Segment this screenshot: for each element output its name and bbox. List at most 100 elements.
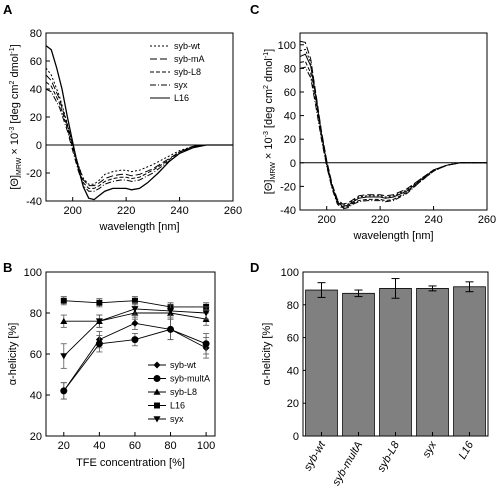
bar: [342, 292, 375, 437]
series-line: [299, 60, 487, 209]
data-point: [167, 325, 175, 333]
y-axis-label-part: dmol: [263, 58, 275, 85]
x-axis-label: wavelength [nm]: [352, 230, 433, 242]
data-point: [60, 387, 68, 395]
y-axis-label-part: 2: [9, 80, 16, 84]
data-point: [167, 308, 175, 315]
legend-marker: [153, 375, 161, 382]
y-tick-label: 60: [284, 87, 296, 99]
series-line: [299, 66, 487, 210]
data-point: [202, 310, 210, 317]
series-line: [45, 88, 233, 192]
legend-marker: [153, 388, 161, 395]
legend-label: syb-L8: [174, 67, 201, 77]
data-point: [202, 340, 210, 348]
series-line: [299, 40, 487, 205]
x-tick-label: 220: [117, 205, 135, 217]
legend-label: syb-wt: [174, 41, 201, 51]
plot-frame: [45, 271, 216, 437]
y-tick-label: -40: [26, 196, 42, 208]
y-axis-label-part: dmol: [9, 54, 21, 81]
y-tick-label: 0: [290, 158, 296, 170]
panel-b-helicity-vs-tfe: 20 40 60 80 100 20 40 60 80 100 syb-wt syb-multA syb…: [7, 267, 216, 469]
legend-label: syb-mA: [174, 54, 205, 64]
x-tick-label: 240: [424, 214, 442, 226]
x-tick-label: 200: [64, 205, 82, 217]
y-axis-label-part: [deg cm: [9, 84, 21, 126]
bar: [416, 287, 449, 437]
y-tick-label: 0: [36, 140, 42, 152]
panel-label-a: A: [3, 2, 13, 17]
series-line: [45, 45, 233, 201]
category-label: syb-L8: [375, 439, 402, 474]
panel-label-b: B: [3, 260, 12, 275]
x-tick-label: 240: [170, 205, 188, 217]
x-axis-label: TFE concentration [%]: [76, 457, 185, 469]
bar: [379, 287, 412, 437]
legend-marker: [153, 361, 161, 369]
y-tick-label: 100: [281, 267, 299, 279]
data-point: [131, 319, 139, 327]
y-tick-label: 40: [30, 84, 42, 96]
y-tick-label: 80: [287, 300, 299, 312]
y-axis-label-part: [Θ]: [9, 175, 21, 190]
panel-label-d: D: [250, 260, 259, 275]
x-tick-label: 260: [478, 214, 496, 226]
category-label: syx: [420, 439, 439, 460]
legend-label: L16: [174, 93, 189, 103]
y-tick-label: 100: [24, 267, 42, 279]
data-point: [96, 299, 103, 306]
y-tick-label: 80: [284, 63, 296, 75]
x-tick-label: 100: [197, 440, 215, 452]
y-axis-label-part: × 10: [263, 137, 275, 162]
x-tick-label: 260: [224, 205, 242, 217]
data-point: [60, 353, 68, 360]
x-tick-label: 80: [164, 440, 176, 452]
panel-d-helicity-bars: 0 20 40 60 80 100 syb-wt syb-multA syb-L8 syx L16 α…: [261, 267, 489, 488]
y-axis-label-part: -3: [263, 131, 270, 137]
y-tick-label: 20: [284, 134, 296, 146]
data-point: [60, 317, 68, 324]
legend-label: syb-wt: [170, 360, 197, 370]
x-tick-label: 60: [129, 440, 141, 452]
plot-frame: [299, 32, 488, 211]
series-line: [299, 53, 487, 208]
category-label: syb-wt: [302, 439, 329, 473]
data-point: [131, 297, 138, 304]
legend-marker: [153, 416, 161, 423]
y-tick-label: -40: [280, 205, 296, 217]
data-point: [95, 318, 103, 325]
y-tick-label: 100: [278, 40, 296, 52]
y-tick-label: 40: [287, 365, 299, 377]
legend-label: syx: [170, 414, 184, 424]
legend-label: syb-multA: [170, 374, 210, 384]
panel-a-cd-spectra: 200 220 240 260 -40 -20 0 20 40 60 80 syb-wt syb-mA s…: [9, 28, 242, 233]
y-tick-label: -20: [26, 168, 42, 180]
panel-c-cd-spectra: 200 220 240 260 -40 -20 0 20 40 60 80 100 wavelength…: [263, 32, 496, 242]
y-axis-label-part: [deg cm: [263, 89, 275, 131]
y-axis-label: α-helicity [%]: [261, 323, 273, 386]
legend-label: syb-L8: [170, 387, 197, 397]
y-axis-label-part: ]: [263, 49, 275, 52]
y-tick-label: 60: [30, 349, 42, 361]
y-axis-label: α-helicity [%]: [7, 323, 19, 386]
legend-label: syx: [174, 80, 188, 90]
y-axis-label: [Θ]MRW × 10-3 [deg cm2 dmol-1]: [9, 44, 23, 189]
category-label: L16: [457, 439, 477, 462]
data-point: [60, 297, 67, 304]
x-tick-label: 40: [93, 440, 105, 452]
y-axis-label-part: -3: [9, 127, 16, 133]
y-axis-label-part: [Θ]: [263, 180, 275, 195]
category-label: syb-multA: [330, 440, 365, 488]
panel-label-c: C: [250, 2, 260, 17]
legend-marker: [154, 402, 160, 409]
y-tick-label: 20: [30, 431, 42, 443]
y-axis-label-part: -1: [9, 47, 16, 53]
y-axis-label-part: ]: [9, 44, 21, 47]
series-line: [299, 48, 487, 206]
x-tick-label: 200: [318, 214, 336, 226]
data-point: [131, 306, 139, 313]
y-tick-label: 40: [30, 390, 42, 402]
y-tick-label: 20: [30, 112, 42, 124]
y-tick-label: 60: [30, 56, 42, 68]
